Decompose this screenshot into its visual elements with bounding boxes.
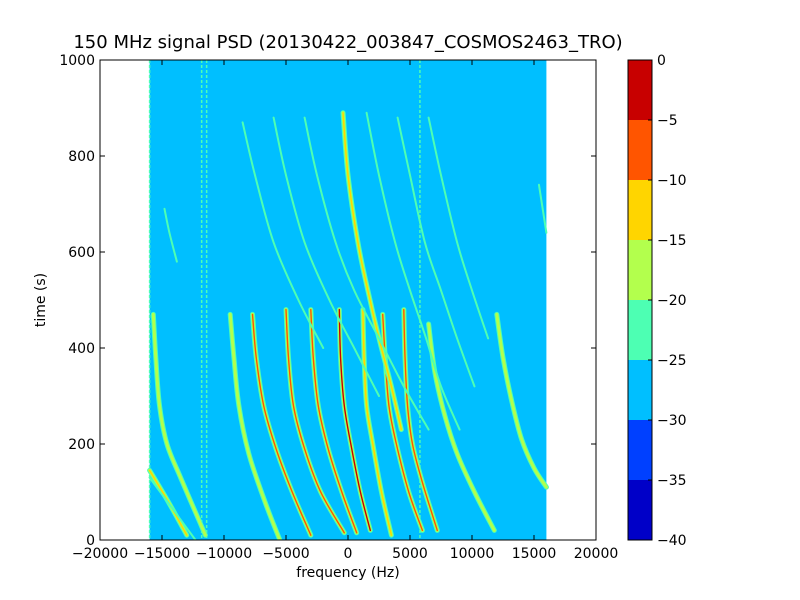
signal-trace-core xyxy=(303,116,430,431)
signal-trace-1 xyxy=(148,476,197,540)
signal-trace-13 xyxy=(340,110,404,433)
signal-trace-3 xyxy=(227,311,283,540)
colorbar-segment xyxy=(628,120,652,180)
colorbar-tick-label: 0 xyxy=(657,53,666,69)
signal-trace-core xyxy=(272,116,380,397)
signal-trace-core xyxy=(496,313,548,488)
signal-trace-core xyxy=(365,111,461,431)
colorbar-tick-label: −15 xyxy=(657,233,687,249)
x-tick-label: 15000 xyxy=(512,546,557,562)
signal-trace-18 xyxy=(427,116,490,340)
colorbar-tick-label: −30 xyxy=(657,413,687,429)
x-tick-label: −10000 xyxy=(196,546,252,562)
signal-trace-core xyxy=(229,313,281,540)
signal-trace-15 xyxy=(272,116,380,397)
plot-area: −20000 −15000 −10000 −5000 0 5000 10000 15000 20… xyxy=(59,53,618,562)
y-tick-label: 200 xyxy=(68,437,95,453)
signal-trace-8 xyxy=(360,307,394,538)
x-tick-label: 5000 xyxy=(392,546,428,562)
signal-trace-20 xyxy=(537,183,548,234)
x-axis-ticks: −20000 −15000 −10000 −5000 0 5000 10000 15000 20… xyxy=(72,60,618,562)
signal-trace-4 xyxy=(250,311,314,538)
signal-trace-core xyxy=(152,313,207,536)
signal-trace-14 xyxy=(303,116,430,431)
colorbar-tick-label: −25 xyxy=(657,353,687,369)
y-axis-label: time (s) xyxy=(33,273,49,327)
colorbar-segment xyxy=(628,360,652,420)
signal-trace-core xyxy=(338,308,372,532)
signal-trace-21 xyxy=(163,207,178,263)
y-tick-label: 0 xyxy=(86,533,95,549)
signal-trace-6 xyxy=(308,307,360,536)
chart-title: 150 MHz signal PSD (20130422_003847_COSM… xyxy=(73,32,622,53)
colorbar: 0 −5 −10 −15 −20 −25 −30 −35 −40 xyxy=(627,53,687,549)
y-tick-label: 1000 xyxy=(59,53,95,69)
signal-trace-core xyxy=(310,308,358,534)
signal-trace-core xyxy=(396,116,476,388)
signal-trace-core xyxy=(362,308,393,536)
x-tick-label: −15000 xyxy=(134,546,190,562)
signal-trace-core xyxy=(285,308,345,534)
colorbar-segment xyxy=(628,180,652,240)
y-axis-ticks: 0 200 400 600 800 1000 xyxy=(59,53,596,549)
colorbar-tick-label: −40 xyxy=(657,533,687,549)
signal-trace-5 xyxy=(283,307,347,536)
colorbar-tick-label: −10 xyxy=(657,173,687,189)
signal-trace-2 xyxy=(150,311,208,538)
colorbar-segment xyxy=(628,480,652,540)
signal-trace-16 xyxy=(241,121,325,349)
colorbar-tick-label: −5 xyxy=(657,113,678,129)
signal-trace-core xyxy=(241,121,325,349)
signal-trace-core xyxy=(148,476,197,540)
y-tick-label: 600 xyxy=(68,245,95,261)
signal-trace-core xyxy=(163,207,178,263)
x-tick-label: 20000 xyxy=(574,546,619,562)
signal-trace-core xyxy=(427,116,490,340)
x-tick-label: −20000 xyxy=(72,546,128,562)
y-tick-label: 800 xyxy=(68,149,95,165)
signal-trace-core xyxy=(537,183,548,234)
signal-trace-10 xyxy=(401,307,440,533)
colorbar-segment xyxy=(628,240,652,300)
signal-trace-17 xyxy=(396,116,476,388)
colorbar-tick-label: −20 xyxy=(657,293,687,309)
x-tick-label: −5000 xyxy=(262,546,309,562)
colorbar-segment xyxy=(628,60,652,120)
x-axis-label: frequency (Hz) xyxy=(296,565,399,581)
heatmap-background xyxy=(149,60,547,540)
x-tick-label: 10000 xyxy=(450,546,495,562)
x-tick-label: 0 xyxy=(344,546,353,562)
signal-trace-7 xyxy=(336,307,373,533)
heatmap-data-layer xyxy=(147,60,549,540)
colorbar-segment xyxy=(628,420,652,480)
colorbar-segment xyxy=(628,300,652,360)
y-tick-label: 400 xyxy=(68,341,95,357)
signal-trace-core xyxy=(342,112,403,431)
signal-trace-19 xyxy=(365,111,461,431)
colorbar-tick-label: −35 xyxy=(657,473,687,489)
signal-trace-core xyxy=(403,308,438,532)
signal-trace-core xyxy=(251,313,312,536)
signal-trace-12 xyxy=(494,311,549,490)
